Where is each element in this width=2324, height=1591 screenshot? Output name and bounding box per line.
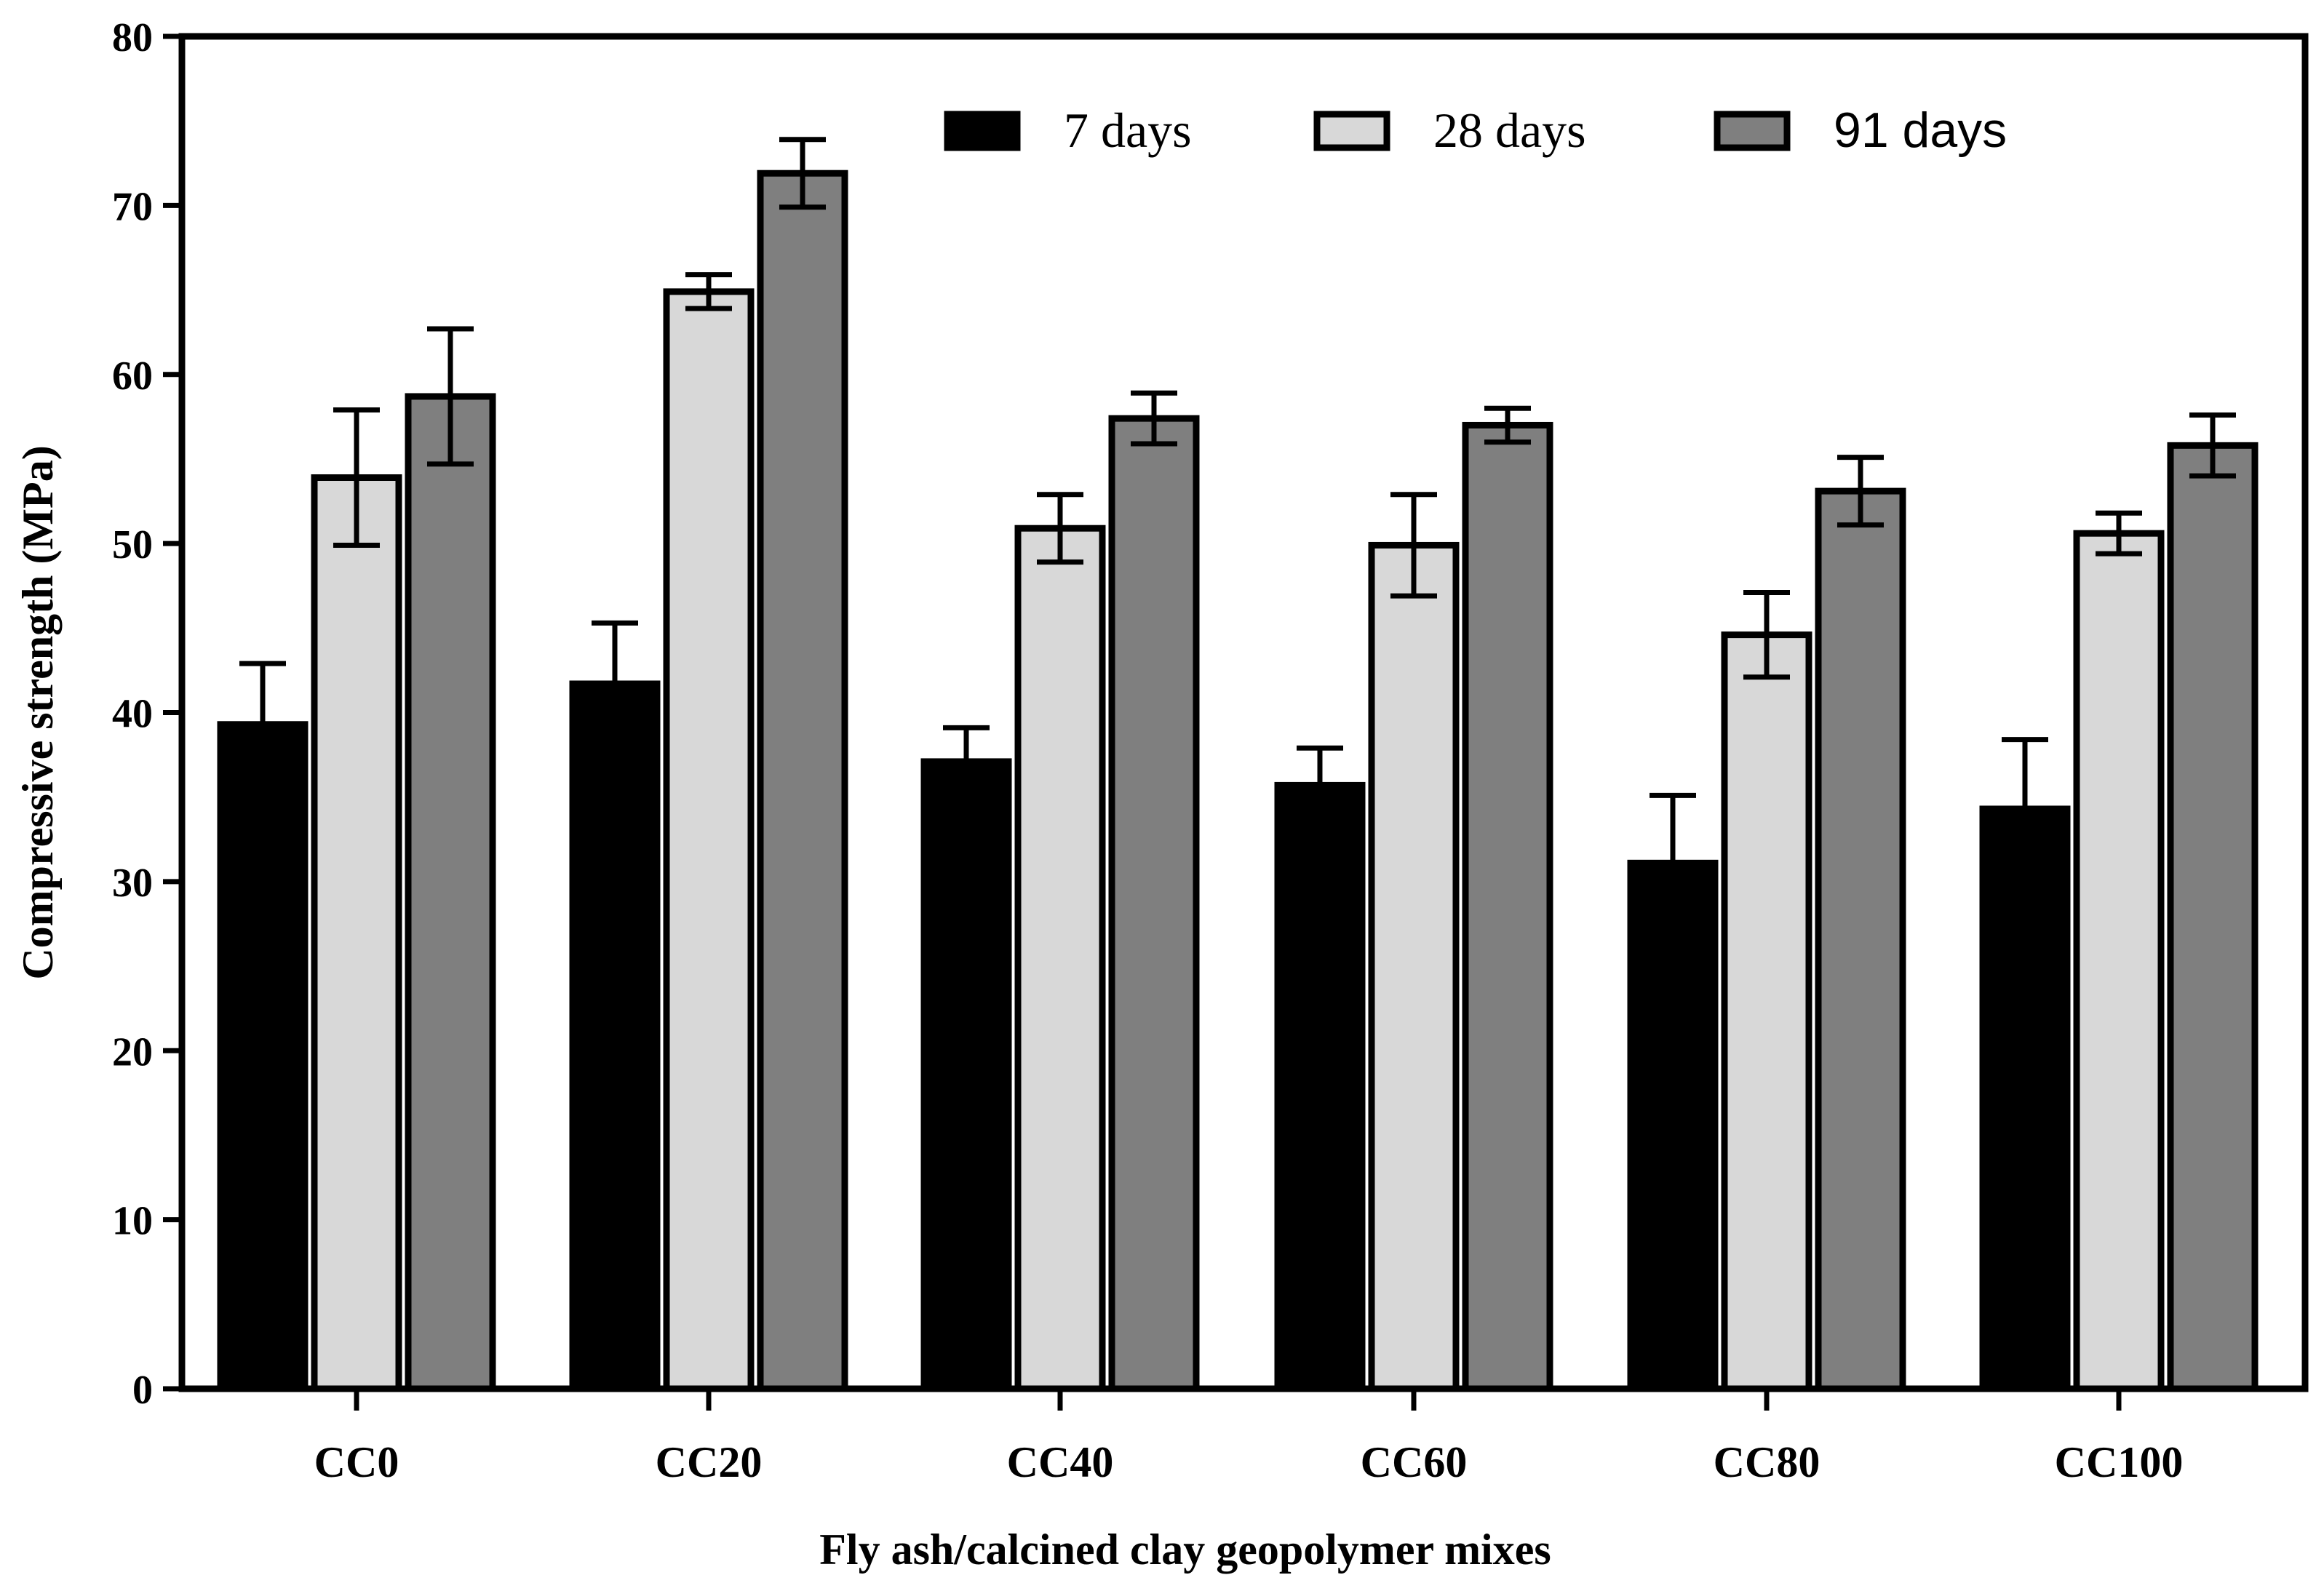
error-bar-cc0-28-days xyxy=(333,407,380,548)
error-bar-cc80-28-days xyxy=(1743,590,1790,680)
error-bar-cc100-7-days xyxy=(2002,737,2048,881)
x-axis-label: Fly ash/calcined clay geopolymer mixes xyxy=(819,1526,1551,1574)
y-tick-label: 0 xyxy=(132,1368,153,1413)
legend: 7 days 28 days 91 days xyxy=(944,103,2007,158)
bar-cc60-28-days xyxy=(1368,541,1460,1392)
bar-cc80-7-days xyxy=(1627,859,1719,1392)
x-tick-label: CC20 xyxy=(656,1438,763,1486)
error-bars-layer xyxy=(239,137,2236,933)
x-axis: CC0 CC20 CC40 CC60 CC80 CC100 xyxy=(314,1389,2184,1486)
bar-cc60-91-days xyxy=(1462,421,1553,1392)
legend-swatch xyxy=(1313,111,1390,151)
bar-cc100-7-days xyxy=(1979,805,2071,1392)
bar-cc40-91-days xyxy=(1108,415,1200,1392)
bar-cc0-7-days xyxy=(217,721,309,1392)
legend-swatch xyxy=(1714,111,1791,151)
y-axis: 0 10 20 30 40 50 60 70 80 xyxy=(112,15,182,1413)
y-tick-label: 70 xyxy=(112,184,153,229)
bar-cc0-91-days xyxy=(405,393,496,1392)
x-tick-label: CC100 xyxy=(2055,1438,2184,1486)
legend-item-91-days: 91 days xyxy=(1714,103,2007,158)
error-bar-cc80-91-days xyxy=(1837,455,1884,528)
error-bar-cc40-28-days xyxy=(1037,492,1083,565)
legend-label: 91 days xyxy=(1834,103,2007,158)
error-bar-cc20-7-days xyxy=(592,620,638,748)
error-bar-cc40-91-days xyxy=(1131,390,1177,447)
y-tick-label: 30 xyxy=(112,861,153,906)
error-bar-cc20-28-days xyxy=(685,272,732,311)
error-bar-cc100-91-days xyxy=(2189,412,2236,479)
bar-cc20-7-days xyxy=(569,680,661,1392)
y-tick-label: 50 xyxy=(112,522,153,567)
legend-item-28-days: 28 days xyxy=(1313,103,1586,158)
error-bar-cc0-7-days xyxy=(239,661,286,788)
error-bar-cc40-7-days xyxy=(943,725,990,798)
error-bar-cc100-28-days xyxy=(2096,510,2142,557)
plot-frame xyxy=(178,33,2309,1392)
x-tick-label: CC40 xyxy=(1007,1438,1114,1486)
bar-cc80-28-days xyxy=(1721,631,1812,1392)
error-bar-cc60-28-days xyxy=(1390,492,1437,599)
bar-cc100-28-days xyxy=(2073,530,2165,1392)
x-tick-label: CC0 xyxy=(314,1438,399,1486)
y-tick-label: 60 xyxy=(112,354,153,399)
bar-cc80-91-days xyxy=(1815,487,1906,1392)
bar-cc100-91-days xyxy=(2167,442,2259,1392)
legend-swatch xyxy=(944,111,1021,151)
y-tick-label: 10 xyxy=(112,1199,153,1244)
y-tick-label: 20 xyxy=(112,1029,153,1074)
error-bar-cc0-91-days xyxy=(427,326,474,467)
error-bar-cc60-7-days xyxy=(1297,745,1343,826)
y-tick-label: 80 xyxy=(112,15,153,60)
bar-cc40-28-days xyxy=(1014,525,1106,1392)
y-axis-label: Compressive strength (MPa) xyxy=(14,445,62,979)
x-tick-label: CC80 xyxy=(1714,1438,1820,1486)
x-tick-label: CC60 xyxy=(1361,1438,1468,1486)
bar-cc0-28-days xyxy=(311,474,402,1392)
bar-cc60-7-days xyxy=(1274,781,1366,1392)
error-bar-cc60-91-days xyxy=(1484,405,1531,445)
legend-label: 7 days xyxy=(1064,103,1192,158)
legend-item-7-days: 7 days xyxy=(944,103,1192,158)
error-bar-cc80-7-days xyxy=(1650,792,1696,933)
bar-cc40-7-days xyxy=(920,758,1012,1392)
bar-cc20-91-days xyxy=(757,170,848,1392)
legend-label: 28 days xyxy=(1433,103,1586,158)
y-tick-label: 40 xyxy=(112,692,153,737)
error-bar-cc20-91-days xyxy=(779,137,826,210)
bar-cc20-28-days xyxy=(663,288,755,1392)
